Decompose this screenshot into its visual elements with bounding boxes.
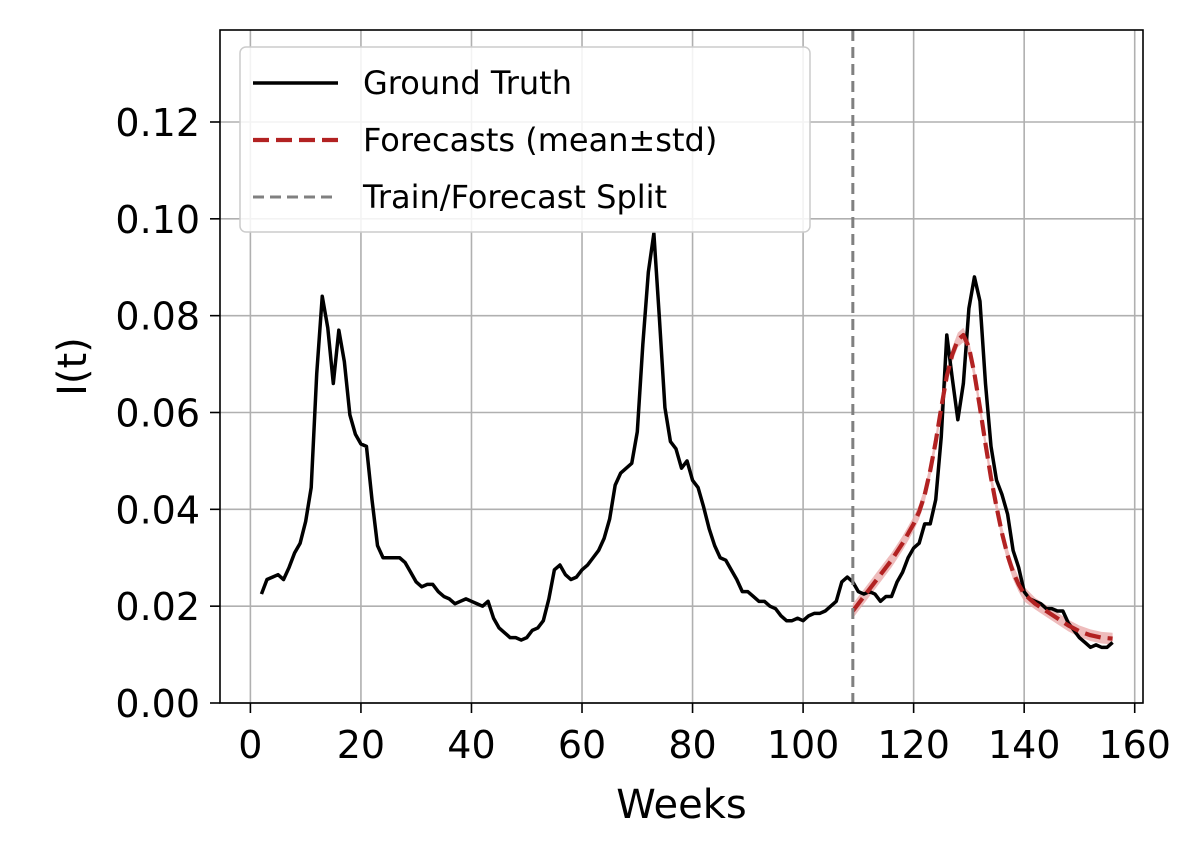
y-tick-label: 0.00 [115,682,200,726]
y-tick-label: 0.04 [115,488,200,532]
x-axis-title: Weeks [616,782,746,828]
x-tick-label: 160 [1098,723,1171,767]
legend-box [239,46,811,233]
x-tick-label: 120 [877,723,950,767]
y-tick-label: 0.02 [115,585,200,629]
axis-ticks: 0 20 40 60 80 100 120 140 160 0.00 0.02 0.04 0.06 0.0… [115,101,1171,767]
legend: Ground Truth Forecasts (mean±std) Train/… [239,46,811,233]
legend-label-ground-truth: Ground Truth [363,64,572,102]
x-tick-label: 140 [988,723,1061,767]
x-tick-label: 20 [337,723,385,767]
x-tick-label: 80 [668,723,716,767]
x-tick-label: 100 [767,723,840,767]
x-tick-label: 0 [238,723,262,767]
forecast-mean-line [851,332,1113,641]
plot-data [259,30,1114,703]
legend-label-split: Train/Forecast Split [362,178,667,216]
y-tick-label: 0.08 [115,295,200,339]
y-tick-label: 0.06 [115,391,200,435]
plot-frame [219,29,1144,704]
y-tick-label: 0.10 [115,198,200,242]
y-tick-label: 0.12 [115,101,200,145]
x-tick-label: 40 [447,723,495,767]
y-axis-title: I(t) [50,337,96,396]
x-tick-label: 60 [558,723,606,767]
ground-truth-line [259,231,1114,650]
legend-label-forecasts: Forecasts (mean±std) [363,121,717,159]
